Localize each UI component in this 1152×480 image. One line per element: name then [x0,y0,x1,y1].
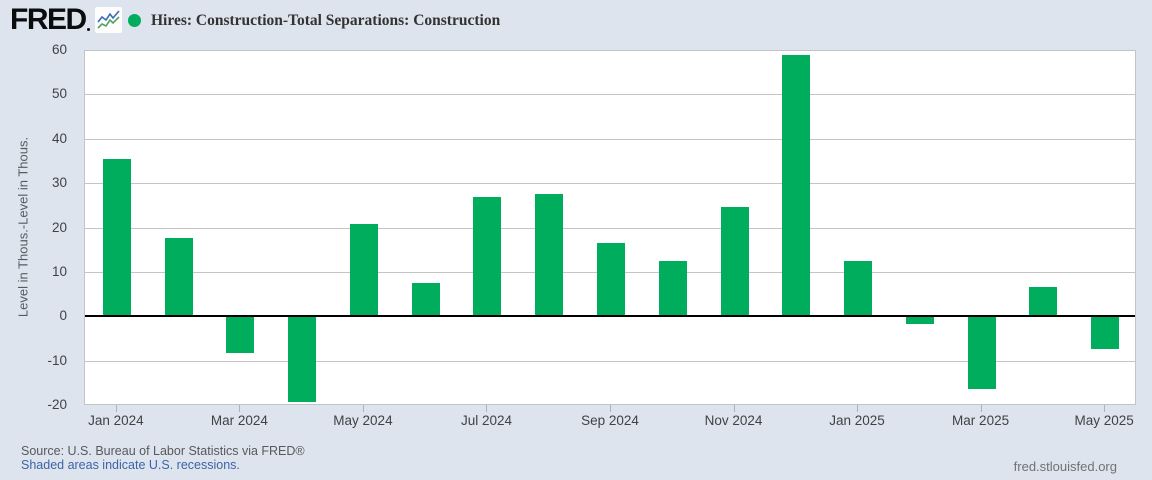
x-tick-mark [1104,405,1106,412]
x-tick-label: Mar 2024 [210,413,268,428]
y-tick-label: 10 [51,263,67,279]
bar[interactable] [411,283,440,317]
y-tick-label: -10 [47,352,67,368]
plot-area [84,50,1136,405]
x-tick-label: Jan 2025 [829,413,885,428]
zero-line [85,315,1135,317]
x-tick-label: Jan 2024 [88,413,144,428]
chart-title: Hires: Construction-Total Separations: C… [151,12,501,29]
recessions-link[interactable]: Shaded areas indicate U.S. recessions. [21,458,240,472]
gridline [85,50,1135,51]
bar[interactable] [1091,316,1120,350]
source-note: Source: U.S. Bureau of Labor Statistics … [21,444,305,458]
bar[interactable] [597,243,625,317]
x-tick-mark [115,405,117,412]
x-tick-label: Sep 2024 [581,413,639,428]
y-axis-tick-labels: -20 -10 0 10 20 30 40 50 60 [0,42,78,412]
x-tick-mark [362,405,364,412]
bar[interactable] [102,158,131,317]
gridline [85,183,1135,184]
bar[interactable] [349,223,378,317]
y-tick-label: -20 [47,397,67,412]
bar[interactable] [535,193,564,317]
x-tick-label: Nov 2024 [704,413,763,428]
bar[interactable] [226,316,255,354]
y-tick-label: 40 [51,130,67,146]
bar[interactable] [1029,287,1058,317]
y-tick-label: 0 [59,308,67,324]
bar[interactable] [844,261,873,317]
bar[interactable] [658,261,687,317]
bar[interactable] [967,316,996,390]
gridline [85,228,1135,229]
fred-logo[interactable]: FRED [10,4,122,36]
bar[interactable] [782,55,811,317]
y-tick-label: 30 [51,175,67,191]
fred-logo-text: FRED [10,3,87,36]
x-tick-mark [857,405,859,412]
gridline [85,361,1135,362]
x-tick-mark [486,405,488,412]
x-tick-mark [980,405,982,412]
x-axis-tick-labels: Jan 2024 Mar 2024 May 2024 Jul 2024 Sep 2024… [84,405,1136,435]
fred-logo-sparkline-icon [94,7,122,33]
fred-site-link[interactable]: fred.stlouisfed.org [1013,459,1117,474]
y-tick-label: 20 [51,219,67,235]
bar[interactable] [164,237,193,317]
x-tick-mark [239,405,241,412]
y-tick-label: 50 [51,86,67,102]
series-legend-dot [128,14,141,27]
x-tick-label: May 2024 [333,413,393,428]
x-tick-mark [610,405,611,412]
y-tick-label: 60 [51,42,67,57]
bar[interactable] [288,316,317,402]
bar[interactable] [720,207,749,317]
x-tick-mark [733,405,735,412]
fred-logo-registered-mark [86,28,90,31]
x-tick-label: May 2025 [1074,413,1134,428]
x-tick-label: Jul 2024 [460,413,512,428]
bar[interactable] [473,197,502,317]
gridline [85,94,1135,95]
bar[interactable] [905,316,934,324]
x-tick-label: Mar 2025 [952,413,1010,428]
gridline [85,404,1135,405]
chart-footer: Source: U.S. Bureau of Labor Statistics … [21,444,305,472]
gridline [85,139,1135,140]
